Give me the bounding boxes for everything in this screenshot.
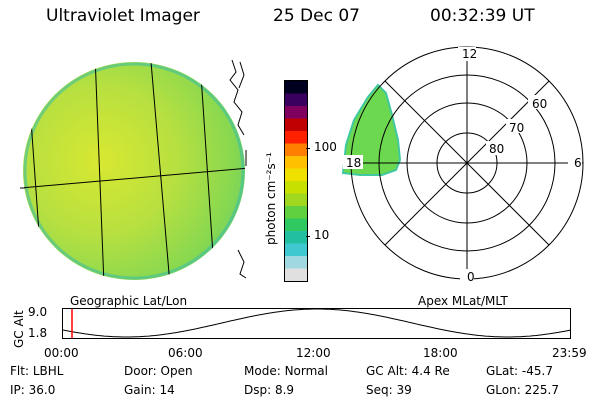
colorbar-band xyxy=(285,256,307,270)
alt-xtick-2: 12:00 xyxy=(296,346,331,360)
colorbar-tick-10: 10 xyxy=(314,228,330,242)
geo-image-panel xyxy=(20,59,247,280)
geo-coastline xyxy=(229,59,245,136)
colorbar-band xyxy=(285,181,307,195)
alt-xtick-3: 18:00 xyxy=(423,346,458,360)
alt-xtick-1: 06:00 xyxy=(168,346,203,360)
colorbar-band xyxy=(285,231,307,245)
mlt-label-6: 6 xyxy=(574,156,582,170)
alt-xtick-0: 00:00 xyxy=(44,346,79,360)
footer-glon: GLon: 225.7 xyxy=(486,383,559,397)
mlat-label-70: 70 xyxy=(509,121,525,135)
mlt-label-12: 12 xyxy=(462,47,478,61)
alt-ylabel: GC Alt xyxy=(12,310,26,348)
colorbar-band xyxy=(285,131,307,145)
mlat-label-60: 60 xyxy=(532,97,548,111)
footer-gain: Gain: 14 xyxy=(124,383,175,397)
geo-disk xyxy=(23,62,245,280)
mlt-label-0: 0 xyxy=(467,270,475,284)
footer-glat: GLat: -45.7 xyxy=(486,364,553,378)
geo-panel-label: Geographic Lat/Lon xyxy=(70,294,188,308)
colorbar xyxy=(284,80,308,282)
altitude-plot xyxy=(62,308,572,339)
alt-xtick-4: 23:59 xyxy=(552,346,587,360)
time-text: 00:32:39 UT xyxy=(430,6,535,26)
mlat-label-80: 80 xyxy=(489,142,505,156)
mlt-label-18: 18 xyxy=(346,156,362,170)
colorbar-label: photon cm⁻²s⁻¹ xyxy=(264,152,278,245)
colorbar-tick-100: 100 xyxy=(314,140,337,154)
altitude-plot-frame xyxy=(62,308,571,339)
colorbar-gradient xyxy=(285,81,307,282)
footer-ip: IP: 36.0 xyxy=(10,383,56,397)
altitude-curve xyxy=(62,308,572,338)
instrument-title: Ultraviolet Imager xyxy=(46,6,200,26)
colorbar-band xyxy=(285,218,307,232)
colorbar-band xyxy=(285,206,307,220)
footer-mode: Mode: Normal xyxy=(244,364,328,378)
colorbar-tickmark xyxy=(306,236,310,237)
colorbar-band xyxy=(285,143,307,157)
colorbar-band xyxy=(285,243,307,257)
footer-gcalt: GC Alt: 4.4 Re xyxy=(366,364,450,378)
date-text: 25 Dec 07 xyxy=(273,6,360,26)
footer-door: Door: Open xyxy=(124,364,193,378)
colorbar-band xyxy=(285,106,307,120)
alt-ytick-min: 1.8 xyxy=(28,326,48,340)
geo-disk-edge xyxy=(23,62,245,280)
footer-flt: Flt: LBHL xyxy=(10,364,64,378)
colorbar-tickmark xyxy=(306,148,310,149)
footer-dsp: Dsp: 8.9 xyxy=(244,383,295,397)
colorbar-band xyxy=(285,156,307,170)
colorbar-band xyxy=(285,118,307,132)
colorbar-band xyxy=(285,93,307,107)
polar-plot xyxy=(341,46,584,283)
alt-ytick-max: 9.0 xyxy=(28,305,48,319)
colorbar-band xyxy=(285,168,307,182)
polar-panel-label: Apex MLat/MLT xyxy=(418,294,508,308)
colorbar-band xyxy=(285,193,307,207)
colorbar-band xyxy=(285,268,307,282)
footer-seq: Seq: 39 xyxy=(366,383,412,397)
colorbar-band xyxy=(285,81,307,95)
auroral-region xyxy=(341,83,402,176)
